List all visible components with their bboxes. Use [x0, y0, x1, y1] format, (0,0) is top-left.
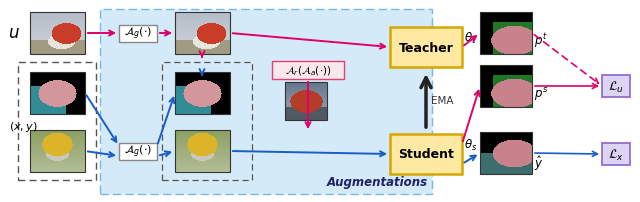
Text: $(x,y)$: $(x,y)$ [9, 119, 38, 133]
Bar [602, 143, 630, 165]
Bar [100, 10, 432, 194]
Bar [390, 28, 462, 68]
Text: $p^t$: $p^t$ [534, 31, 548, 50]
Text: $\mathcal{A}_r(\mathcal{A}_a(\cdot))$: $\mathcal{A}_r(\mathcal{A}_a(\cdot))$ [285, 64, 332, 77]
Bar [602, 76, 630, 98]
Bar [119, 143, 157, 160]
Bar [18, 63, 96, 180]
Bar [175, 130, 230, 172]
Bar [119, 25, 157, 42]
Bar [175, 73, 230, 115]
Bar [162, 63, 252, 180]
Text: Augmentations: Augmentations [327, 175, 428, 188]
Bar [480, 13, 532, 55]
Bar [30, 73, 85, 115]
Bar [175, 13, 230, 55]
Text: $p^s$: $p^s$ [534, 86, 548, 102]
Text: EMA: EMA [431, 96, 454, 106]
Text: Student: Student [398, 148, 454, 161]
Text: $\mathcal{A}_g(\cdot)$: $\mathcal{A}_g(\cdot)$ [124, 143, 152, 159]
Text: $\theta_t$: $\theta_t$ [464, 31, 477, 46]
Bar [30, 130, 85, 172]
Text: $\mathcal{L}_x$: $\mathcal{L}_x$ [608, 147, 624, 162]
Bar [30, 13, 85, 55]
Bar [272, 62, 344, 80]
Bar [390, 134, 462, 174]
Text: $\mathcal{A}_g(\cdot)$: $\mathcal{A}_g(\cdot)$ [124, 26, 152, 42]
Text: Teacher: Teacher [399, 41, 453, 54]
Bar [480, 66, 532, 107]
Bar [285, 83, 327, 120]
Text: $u$: $u$ [8, 25, 20, 42]
Text: $\hat{y}$: $\hat{y}$ [534, 153, 543, 172]
Text: $\mathcal{L}_u$: $\mathcal{L}_u$ [608, 79, 624, 94]
Text: $\theta_s$: $\theta_s$ [464, 137, 477, 152]
Bar [480, 132, 532, 174]
